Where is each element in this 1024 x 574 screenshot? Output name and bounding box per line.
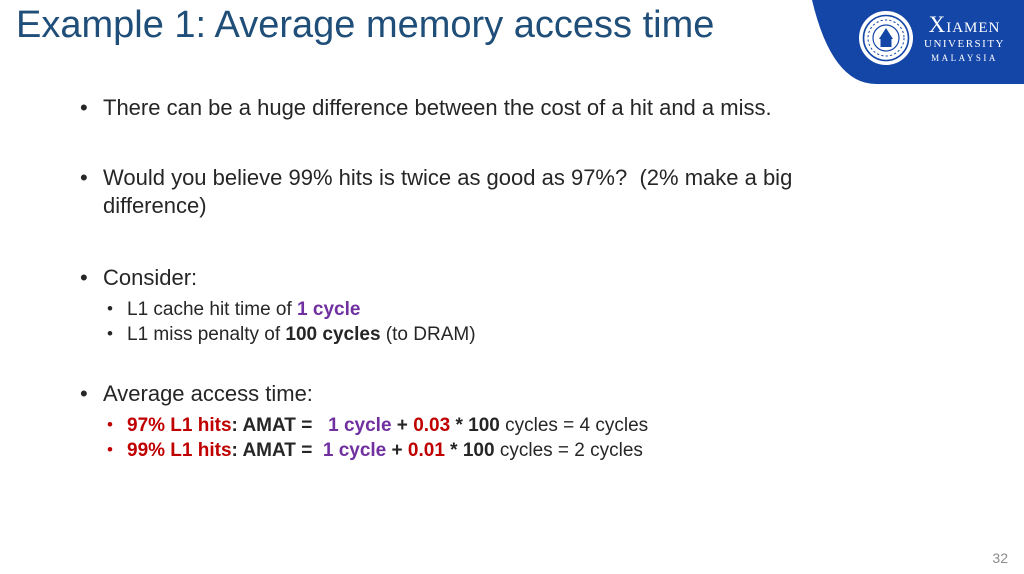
text-run: + <box>386 440 408 462</box>
page-number: 32 <box>992 550 1008 566</box>
text-run: cycles = 2 cycles <box>494 440 643 462</box>
bullet-hit-miss-difference: There can be a huge difference between t… <box>78 94 878 122</box>
text-run: 0.03 <box>413 414 451 436</box>
text-run: * 100 <box>444 440 495 462</box>
banner-content: XIAMEN UNIVERSITY MALAYSIA <box>858 10 1005 66</box>
bullet-average-access-time: Average access time: <box>78 380 878 408</box>
slide-title: Example 1: Average memory access time <box>16 4 715 46</box>
average-access-time-group: Average access time: 97% L1 hits: AMAT =… <box>78 380 878 464</box>
text-run: 0.01 <box>407 440 445 462</box>
university-name-university: UNIVERSITY <box>924 38 1005 51</box>
sub-bullet-amat-99: 99% L1 hits: AMAT = 1 cycle + 0.01 * 100… <box>106 438 878 463</box>
text-run: * 100 <box>450 414 500 436</box>
sub-bullet-l1-miss-penalty: L1 miss penalty of 100 cycles (to DRAM) <box>106 322 878 347</box>
text-run: 1 cycle <box>297 298 361 320</box>
text-run: : AMAT = <box>231 414 329 436</box>
xiamen-rest: IAMEN <box>946 19 1001 36</box>
sub-bullet-l1-hit-time: L1 cache hit time of 1 cycle <box>106 297 878 322</box>
bullet-99-vs-97: Would you believe 99% hits is twice as g… <box>78 164 878 220</box>
text-run: cycles = 4 cycles <box>499 414 649 436</box>
text-run: (to DRAM) <box>380 324 476 346</box>
university-banner: XIAMEN UNIVERSITY MALAYSIA <box>812 0 1024 84</box>
text-run: 1 cycle <box>328 414 392 436</box>
university-name-block: XIAMEN UNIVERSITY MALAYSIA <box>924 12 1005 64</box>
bullet-consider: Consider: <box>78 264 878 292</box>
text-run: 99% L1 hits <box>127 440 232 462</box>
banner-curve-shape <box>812 0 1024 84</box>
xiamen-initial: X <box>928 11 947 37</box>
text-run: + <box>391 414 414 436</box>
consider-group: Consider: L1 cache hit time of 1 cycle L… <box>78 264 878 348</box>
text-run: 97% L1 hits <box>127 414 232 436</box>
university-name-malaysia: MALAYSIA <box>931 53 998 64</box>
university-name-xiamen: XIAMEN <box>924 12 1005 37</box>
university-seal-logo <box>859 11 913 65</box>
text-run: L1 miss penalty of <box>127 324 286 346</box>
sub-bullet-amat-97: 97% L1 hits: AMAT = 1 cycle + 0.03 * 100… <box>106 413 878 438</box>
text-run: 100 cycles <box>285 324 381 346</box>
text-run: : AMAT = <box>231 440 323 462</box>
text-run: 1 cycle <box>322 440 387 462</box>
slide-body: There can be a huge difference between t… <box>78 94 878 496</box>
text-run: L1 cache hit time of <box>127 298 298 320</box>
